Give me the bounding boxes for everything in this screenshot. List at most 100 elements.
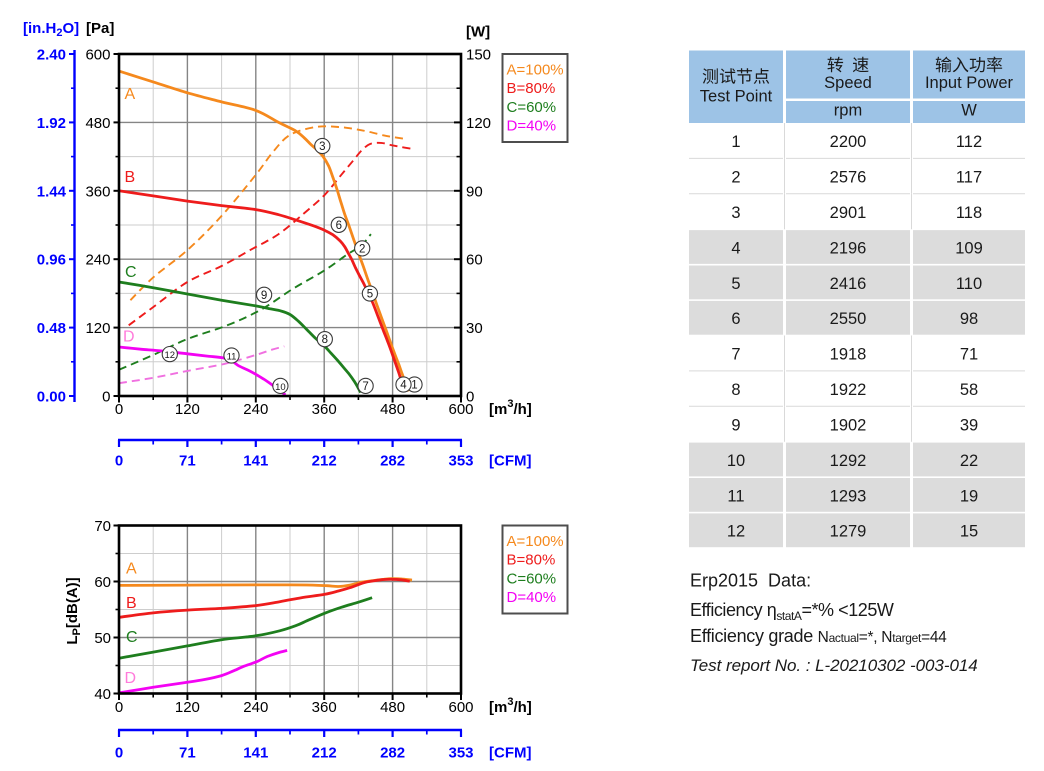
svg-text:60: 60 (466, 252, 483, 269)
svg-text:480: 480 (85, 115, 110, 132)
svg-text:6: 6 (336, 220, 342, 232)
svg-text:70: 70 (94, 518, 111, 535)
svg-text:39: 39 (960, 416, 978, 434)
svg-text:7: 7 (731, 346, 740, 364)
svg-text:120: 120 (85, 320, 110, 337)
svg-text:118: 118 (956, 204, 982, 222)
svg-text:8: 8 (731, 381, 740, 399)
svg-text:1293: 1293 (830, 487, 867, 505)
svg-text:rpm: rpm (834, 102, 862, 120)
svg-text:2: 2 (359, 243, 365, 255)
svg-text:[m3/h]: [m3/h] (489, 398, 532, 418)
svg-text:71: 71 (960, 346, 978, 364)
svg-text:2576: 2576 (830, 169, 867, 187)
svg-text:B=80%: B=80% (507, 80, 556, 97)
svg-text:98: 98 (960, 310, 978, 328)
svg-text:0.48: 0.48 (37, 320, 66, 337)
svg-text:480: 480 (380, 699, 405, 716)
svg-text:600: 600 (85, 47, 110, 64)
svg-text:[CFM]: [CFM] (489, 453, 531, 470)
svg-text:5: 5 (367, 289, 373, 301)
svg-text:360: 360 (85, 183, 110, 200)
svg-text:[m3/h]: [m3/h] (489, 696, 532, 716)
svg-text:10: 10 (727, 452, 745, 470)
svg-text:12: 12 (165, 350, 176, 361)
svg-text:5: 5 (731, 275, 740, 293)
svg-text:Speed: Speed (824, 74, 872, 92)
svg-text:2196: 2196 (830, 239, 867, 257)
svg-text:[CFM]: [CFM] (489, 745, 531, 762)
svg-text:90: 90 (466, 183, 483, 200)
svg-text:C: C (125, 264, 137, 281)
svg-text:LP[dB(A)]: LP[dB(A)] (64, 577, 83, 644)
svg-text:0.00: 0.00 (37, 389, 66, 406)
svg-text:353: 353 (448, 453, 473, 470)
svg-text:71: 71 (179, 745, 196, 762)
svg-text:212: 212 (312, 453, 337, 470)
svg-text:0: 0 (115, 745, 123, 762)
svg-text:282: 282 (380, 745, 405, 762)
svg-text:600: 600 (448, 401, 473, 418)
svg-text:240: 240 (243, 401, 268, 418)
svg-text:Erp2015 Data:: Erp2015 Data: (690, 571, 811, 591)
svg-text:C=60%: C=60% (507, 570, 557, 587)
svg-text:0: 0 (466, 389, 474, 406)
svg-text:22: 22 (960, 452, 978, 470)
svg-text:[Pa]: [Pa] (86, 20, 114, 37)
svg-text:A: A (125, 86, 136, 103)
svg-text:0: 0 (115, 401, 123, 418)
svg-text:120: 120 (175, 699, 200, 716)
svg-text:A=100%: A=100% (507, 62, 564, 79)
svg-text:40: 40 (94, 686, 111, 703)
svg-text:12: 12 (727, 523, 745, 541)
svg-text:Input Power: Input Power (925, 74, 1014, 92)
svg-text:15: 15 (960, 523, 978, 541)
svg-text:B=80%: B=80% (507, 552, 556, 569)
svg-text:[W]: [W] (466, 24, 490, 41)
svg-text:109: 109 (955, 239, 983, 257)
svg-text:353: 353 (448, 745, 473, 762)
svg-text:282: 282 (380, 453, 405, 470)
svg-text:3: 3 (731, 204, 740, 222)
svg-text:120: 120 (175, 401, 200, 418)
svg-text:1: 1 (731, 133, 740, 151)
svg-text:2550: 2550 (830, 310, 867, 328)
svg-text:2: 2 (731, 169, 740, 187)
svg-text:50: 50 (94, 630, 111, 647)
svg-text:2.40: 2.40 (37, 47, 66, 64)
svg-text:D=40%: D=40% (507, 589, 557, 606)
svg-text:11: 11 (227, 352, 237, 363)
svg-text:Test report No. : L-20210302 -: Test report No. : L-20210302 -003-014 (690, 656, 978, 675)
svg-text:C: C (126, 629, 138, 646)
svg-text:58: 58 (960, 381, 978, 399)
svg-text:150: 150 (466, 47, 491, 64)
svg-text:240: 240 (85, 252, 110, 269)
svg-text:360: 360 (312, 401, 337, 418)
svg-text:2901: 2901 (830, 204, 867, 222)
svg-text:1902: 1902 (830, 416, 867, 434)
svg-text:C=60%: C=60% (507, 99, 557, 116)
svg-text:480: 480 (380, 401, 405, 418)
svg-text:6: 6 (731, 310, 740, 328)
svg-text:11: 11 (727, 487, 744, 505)
svg-text:4: 4 (731, 239, 740, 257)
svg-text:0.96: 0.96 (37, 252, 66, 269)
svg-text:19: 19 (960, 487, 978, 505)
svg-text:Test Point: Test Point (700, 88, 773, 106)
svg-text:2200: 2200 (830, 133, 867, 151)
svg-text:112: 112 (956, 133, 982, 151)
svg-text:D: D (123, 329, 135, 346)
svg-text:9: 9 (731, 416, 740, 434)
svg-text:W: W (961, 102, 977, 120)
svg-text:1918: 1918 (830, 346, 867, 364)
svg-text:240: 240 (243, 699, 268, 716)
svg-text:1292: 1292 (830, 452, 867, 470)
svg-text:1.92: 1.92 (37, 115, 66, 132)
svg-text:Efficiency grade Nactual=*, Nt: Efficiency grade Nactual=*, Ntarget=44 (690, 626, 947, 646)
svg-text:10: 10 (275, 382, 286, 393)
svg-text:1.44: 1.44 (37, 183, 67, 200)
svg-text:71: 71 (179, 453, 196, 470)
svg-text:Efficiency ηstatA=*% <125W: Efficiency ηstatA=*% <125W (690, 600, 894, 623)
svg-text:3: 3 (319, 141, 325, 153)
svg-text:30: 30 (466, 320, 483, 337)
